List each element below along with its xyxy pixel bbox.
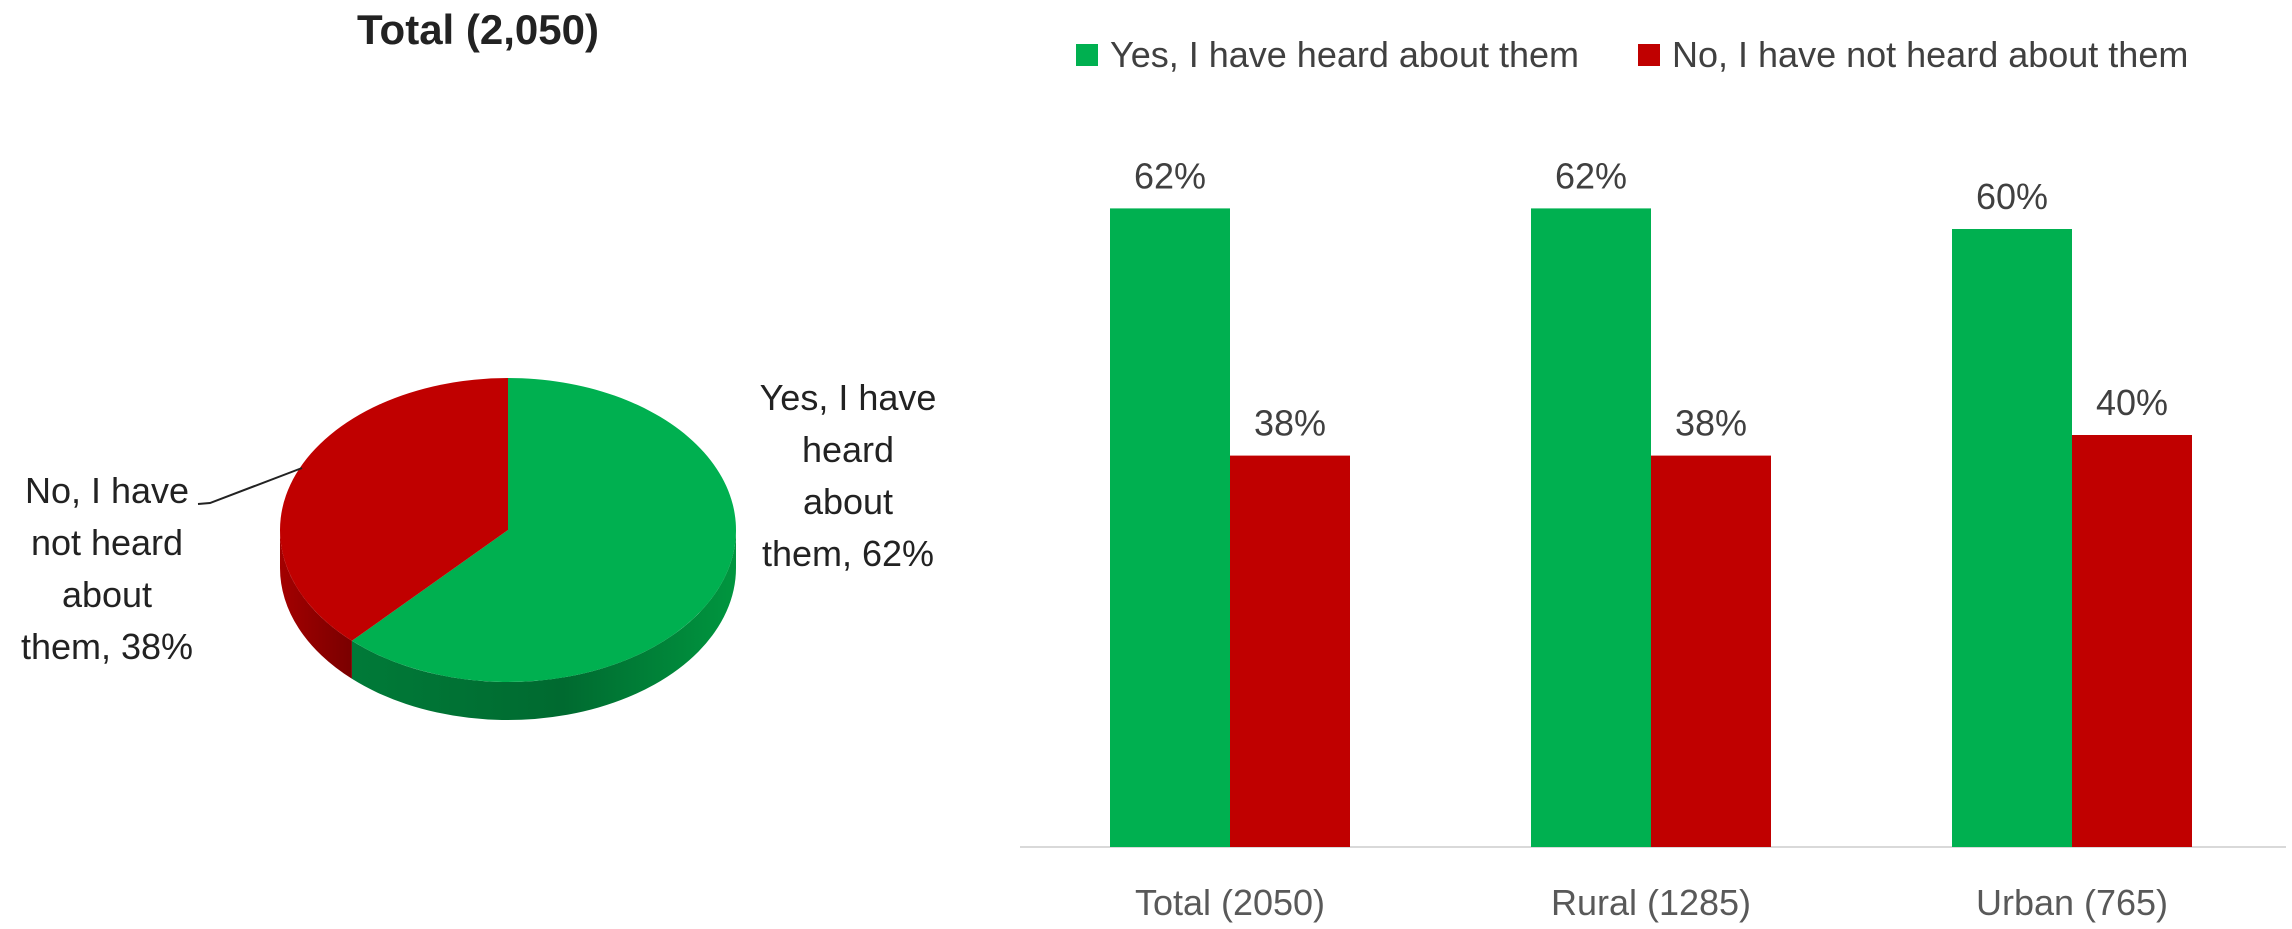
bar-no — [1230, 455, 1350, 847]
pie-chart: Yes, I have heard about them, 62% No, I have… — [21, 377, 936, 720]
bar-chart: 62% 62% 60% 38% 38% 40% Total (2050) Rural (128… — [1020, 34, 2286, 923]
x-tick-label: Urban (765) — [1976, 882, 2168, 923]
pie-leader-line — [197, 467, 303, 505]
bar-data-label: 38% — [1675, 403, 1747, 444]
bar-data-label: 60% — [1976, 176, 2048, 217]
pie-title: Total (2,050) — [357, 6, 599, 53]
bar-data-label: 62% — [1134, 155, 1206, 196]
pie-data-label: Yes, I have heard about them, 62% — [760, 377, 937, 574]
legend-label: Yes, I have heard about them — [1110, 34, 1579, 75]
bar-yes — [1531, 208, 1651, 847]
pie-slice — [280, 378, 508, 641]
bar-data-label: 38% — [1254, 403, 1326, 444]
pie-slice-side — [351, 530, 736, 720]
pie-slice — [351, 378, 736, 682]
bar-yes — [1952, 229, 2072, 847]
bar-yes — [1110, 208, 1230, 847]
bar-no — [1651, 455, 1771, 847]
legend-swatch — [1076, 44, 1098, 66]
pie-data-label: No, I have not heard about them, 38% — [21, 470, 193, 667]
bar-no — [2072, 435, 2192, 847]
pie-slice-side — [280, 530, 352, 679]
x-tick-label: Rural (1285) — [1551, 882, 1751, 923]
legend-swatch — [1638, 44, 1660, 66]
x-tick-label: Total (2050) — [1135, 882, 1325, 923]
bar-data-label: 40% — [2096, 382, 2168, 423]
bar-data-label: 62% — [1555, 155, 1627, 196]
legend-label: No, I have not heard about them — [1672, 34, 2188, 75]
